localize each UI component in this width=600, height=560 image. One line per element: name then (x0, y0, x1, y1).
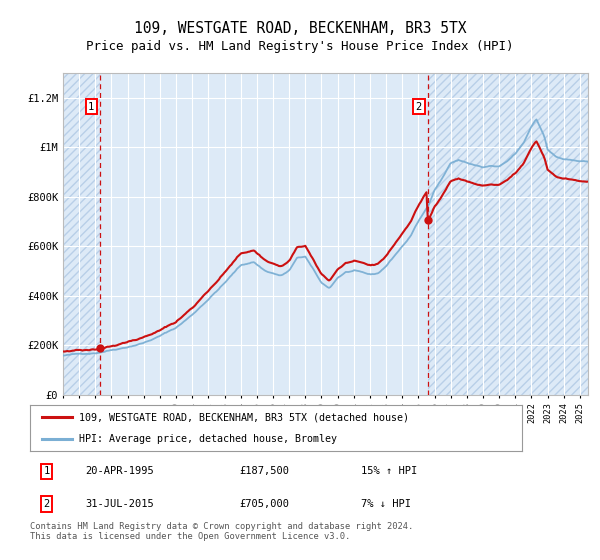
Text: HPI: Average price, detached house, Bromley: HPI: Average price, detached house, Brom… (79, 435, 337, 444)
Text: 1: 1 (43, 466, 50, 477)
Text: 20-APR-1995: 20-APR-1995 (85, 466, 154, 477)
Text: £187,500: £187,500 (240, 466, 290, 477)
Text: 1: 1 (88, 101, 94, 111)
Text: 2: 2 (416, 101, 422, 111)
Text: 15% ↑ HPI: 15% ↑ HPI (361, 466, 418, 477)
Text: Price paid vs. HM Land Registry's House Price Index (HPI): Price paid vs. HM Land Registry's House … (86, 40, 514, 53)
Bar (428, 73, 588, 395)
Text: 2: 2 (43, 499, 50, 509)
Text: 31-JUL-2015: 31-JUL-2015 (85, 499, 154, 509)
Text: Contains HM Land Registry data © Crown copyright and database right 2024.
This d: Contains HM Land Registry data © Crown c… (30, 522, 413, 542)
Bar (63, 73, 100, 395)
Text: 109, WESTGATE ROAD, BECKENHAM, BR3 5TX (detached house): 109, WESTGATE ROAD, BECKENHAM, BR3 5TX (… (79, 412, 409, 422)
Text: £705,000: £705,000 (240, 499, 290, 509)
Text: 7% ↓ HPI: 7% ↓ HPI (361, 499, 411, 509)
Text: 109, WESTGATE ROAD, BECKENHAM, BR3 5TX: 109, WESTGATE ROAD, BECKENHAM, BR3 5TX (134, 21, 466, 36)
